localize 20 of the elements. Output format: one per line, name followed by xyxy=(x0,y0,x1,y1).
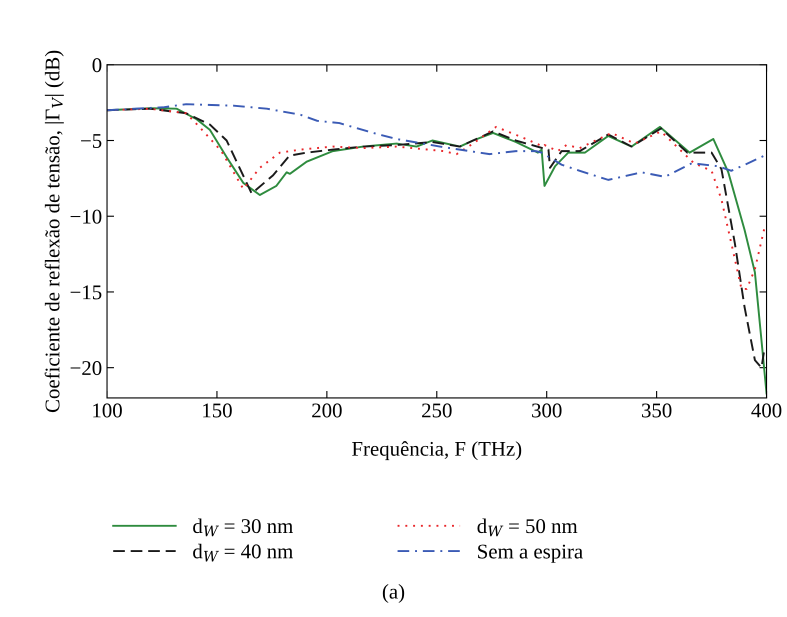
y-tick-label: −15 xyxy=(70,285,102,300)
legend-label: Sem a espira xyxy=(478,544,583,563)
x-axis-title: Frequência, F (THz) xyxy=(352,441,522,460)
x-tick-label: 250 xyxy=(422,403,452,418)
text: (a) xyxy=(382,584,404,603)
x-tick-label: 200 xyxy=(312,403,342,418)
x-tick-label: 150 xyxy=(203,403,232,418)
y-tick-label: −20 xyxy=(70,361,102,376)
x-tick-label: 100 xyxy=(93,403,122,418)
x-tick-label: 400 xyxy=(751,403,782,418)
line-series xyxy=(107,103,766,181)
y-axis-title: Coeficiente de reflexão de tensão, |Γ$_{V}$| (dB) xyxy=(44,50,64,412)
y-tick-label: −5 xyxy=(81,134,102,148)
legend-label: d$_{W}$ = 40 nm xyxy=(193,544,293,562)
y-tick-label: 0 xyxy=(92,58,102,72)
y-tick-label: −10 xyxy=(70,210,102,224)
legend-label: d$_{W}$ = 30 nm xyxy=(193,518,293,536)
legend-label: d$_{W}$ = 50 nm xyxy=(477,518,578,536)
x-tick-label: 300 xyxy=(532,403,562,418)
x-tick-label: 350 xyxy=(642,403,672,418)
